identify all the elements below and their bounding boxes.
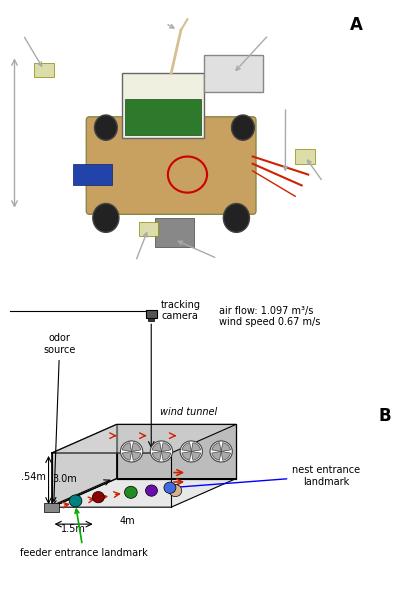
Wedge shape [212,442,221,452]
Text: LED: LED [122,233,147,274]
Circle shape [150,441,173,462]
Bar [44,503,59,512]
Text: .54m: .54m [21,472,46,482]
Text: 20 cm: 20 cm [0,120,8,150]
Circle shape [169,485,182,497]
Circle shape [121,441,143,462]
Text: 27 cm: 27 cm [263,213,295,231]
Bar [73,164,112,185]
Bar [125,99,201,135]
Polygon shape [117,424,236,479]
Wedge shape [221,452,230,461]
Bar [122,73,204,138]
Wedge shape [122,452,132,461]
Polygon shape [52,424,117,507]
Text: tracking
camera: tracking camera [161,300,201,321]
Wedge shape [132,452,141,461]
Bar [148,318,154,321]
Circle shape [94,115,117,140]
Circle shape [69,495,82,507]
Text: wind
vane: wind vane [236,10,293,70]
Wedge shape [182,442,191,452]
Wedge shape [152,442,162,452]
Wedge shape [132,442,141,452]
Circle shape [125,486,137,498]
Wedge shape [122,442,132,452]
Text: air flow: 1.097 m³/s
wind speed 0.67 m/s: air flow: 1.097 m³/s wind speed 0.67 m/s [219,306,320,327]
Text: wind tunnel: wind tunnel [160,407,217,417]
Polygon shape [52,424,236,453]
Wedge shape [191,452,201,461]
Bar [295,149,315,164]
Bar [139,222,158,236]
Wedge shape [182,452,191,461]
Wedge shape [162,452,171,461]
Text: wireless
color
cam: wireless color cam [178,241,259,285]
Circle shape [180,441,203,462]
FancyBboxPatch shape [86,117,256,214]
Text: chemo
sensor
array: chemo sensor array [269,71,302,170]
Text: wireless
antenna: wireless antenna [122,0,174,28]
Wedge shape [191,442,201,452]
Text: B: B [378,406,391,424]
Wedge shape [162,442,171,452]
Text: 1.5m: 1.5m [61,524,86,533]
Wedge shape [212,452,221,461]
Text: odor
source: odor source [43,334,76,501]
Circle shape [93,203,119,232]
Text: LED: LED [307,160,339,194]
Text: feeder entrance landmark: feeder entrance landmark [20,509,147,558]
Bar [155,218,194,247]
Circle shape [210,441,232,462]
Bar [34,63,54,77]
Circle shape [92,491,104,503]
Text: A: A [350,16,363,34]
Wedge shape [221,442,230,452]
Bar [204,55,263,92]
Bar [146,310,157,318]
Circle shape [164,482,176,494]
Text: 34 cm: 34 cm [80,241,111,259]
Circle shape [223,203,250,232]
Text: 3.0m: 3.0m [52,474,77,483]
Polygon shape [52,479,236,507]
Circle shape [232,115,254,140]
Circle shape [146,485,158,496]
Text: 4m: 4m [119,516,135,526]
Text: nest entrance
landmark: nest entrance landmark [174,465,361,489]
Text: LED: LED [8,22,42,66]
Wedge shape [152,452,162,461]
